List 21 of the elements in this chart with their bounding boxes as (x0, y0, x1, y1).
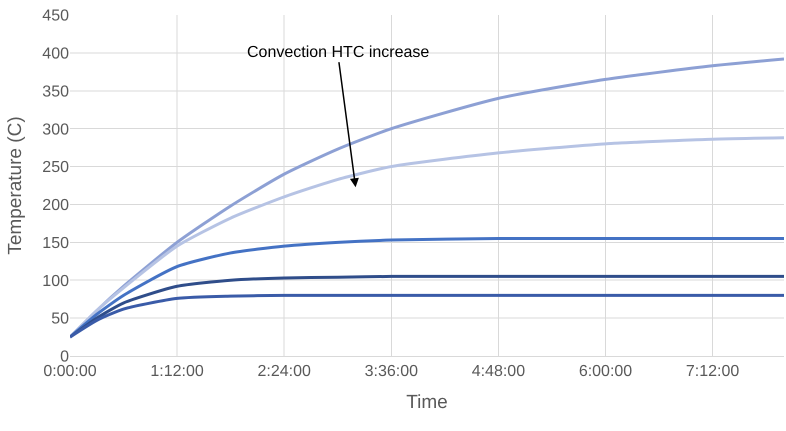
y-tick-label: 250 (42, 159, 70, 176)
x-tick-label: 3:36:00 (364, 363, 418, 380)
y-tick-label: 450 (42, 8, 70, 25)
y-tick-label: 150 (42, 234, 70, 252)
x-tick-label: 6:00:00 (578, 363, 632, 380)
x-tick-label: 2:24:00 (258, 363, 311, 380)
annotation: Convection HTC increase (247, 44, 430, 61)
x-tick-label: 0:00:00 (43, 363, 97, 380)
y-tick-label: 0 (60, 348, 70, 366)
y-tick-label: 50 (51, 310, 70, 328)
line-series (70, 294, 784, 339)
y-tick-label: 400 (42, 45, 70, 62)
x-tick-label: 7:12:00 (686, 363, 740, 380)
y-tick-label: 300 (42, 121, 70, 138)
y-axis-title: Temperature (C) (5, 116, 26, 255)
x-tick-label: 4:48:00 (472, 363, 526, 380)
y-tick-label: 100 (42, 272, 70, 290)
y-tick-label: 350 (42, 83, 70, 100)
y-tick-label: 200 (42, 197, 70, 214)
x-axis-title: Time (406, 392, 448, 413)
x-tick-label: 1:12:00 (150, 363, 204, 380)
